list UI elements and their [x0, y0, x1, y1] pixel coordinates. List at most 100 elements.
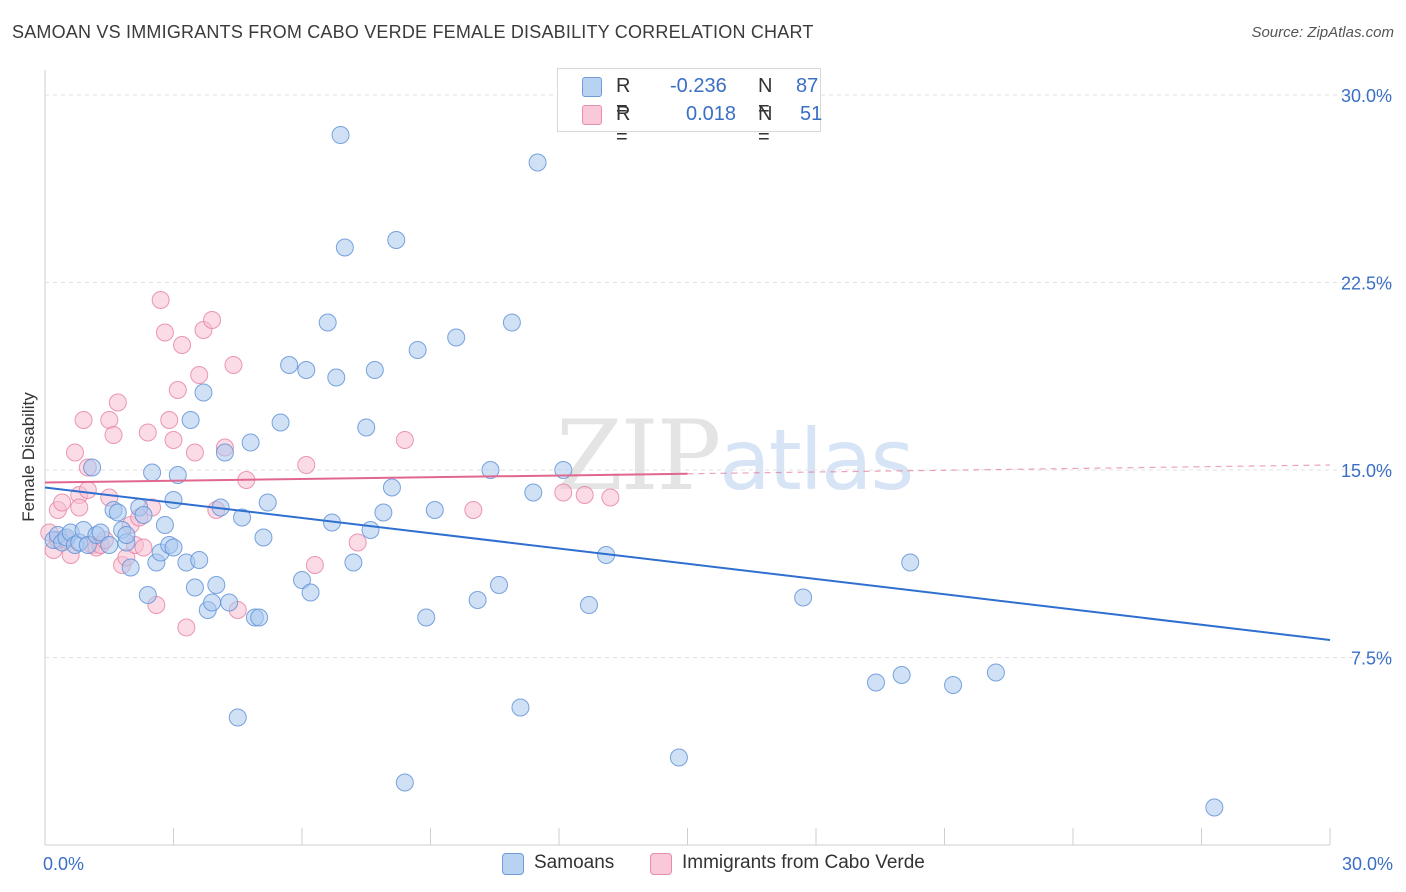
samoans-point	[121, 558, 140, 577]
samoans-point	[511, 698, 530, 717]
cabo-verde-point	[74, 411, 93, 429]
y-axis-label: Female Disability	[19, 392, 38, 522]
samoans-point	[168, 466, 187, 484]
samoans-point	[258, 493, 277, 512]
cabo-verde-point	[65, 443, 84, 462]
samoans-point	[331, 126, 350, 144]
samoans-point	[271, 413, 290, 432]
samoans-point	[297, 361, 316, 379]
samoans-point	[220, 593, 239, 612]
n-label: N =	[758, 103, 773, 148]
n-value: 87	[796, 75, 819, 97]
samoans-point	[194, 383, 213, 402]
n-label: N =	[758, 75, 773, 120]
samoans-point	[986, 663, 1005, 682]
cabo-verde-point	[297, 456, 316, 474]
samoans-point	[866, 673, 885, 692]
samoans-point	[382, 478, 401, 497]
cabo-verde-point	[100, 411, 119, 429]
samoans-point	[301, 583, 320, 602]
samoans-swatch	[582, 77, 602, 97]
samoans-point	[524, 483, 543, 502]
samoans-point	[164, 491, 183, 509]
cabo-verde-point	[464, 501, 483, 519]
samoans-point	[481, 461, 500, 479]
samoans-point	[1205, 798, 1224, 817]
samoans-point	[254, 528, 273, 547]
samoans-point	[554, 461, 573, 479]
samoans-point	[91, 523, 110, 542]
samoans-trend-line	[44, 486, 1331, 641]
y-tick-label: 15.0%	[1341, 461, 1392, 481]
samoans-point	[233, 508, 252, 527]
samoans-point	[138, 586, 157, 604]
samoans-point	[417, 608, 436, 627]
cabo-verde-point	[575, 486, 594, 504]
cabo-verde-point	[108, 393, 127, 412]
n-value: 51	[800, 103, 823, 125]
x-tick-label-max: 30.0%	[1342, 854, 1393, 874]
samoans-point	[185, 578, 204, 597]
samoans-point	[468, 591, 487, 609]
cabo-verde-point	[151, 291, 170, 309]
samoans-point	[335, 238, 354, 257]
samoans-point	[207, 576, 226, 594]
r-label: R =	[616, 103, 631, 148]
samoans-point	[395, 773, 414, 792]
cabo-verde-point	[185, 443, 204, 462]
cabo-verde-point	[53, 493, 72, 512]
samoans-point	[181, 411, 200, 429]
source-label: Source: ZipAtlas.com	[1251, 24, 1394, 41]
samoans-legend-label: Samoans	[534, 852, 615, 873]
watermark-atlas: atlas	[719, 411, 914, 509]
cabo-verde-point	[554, 483, 573, 502]
samoans-point	[241, 433, 260, 452]
samoans-point	[794, 588, 813, 607]
x-tick-label-min: 0.0%	[43, 854, 84, 874]
samoans-point	[164, 538, 183, 557]
y-tick-label: 22.5%	[1341, 274, 1392, 294]
cabo-verde-legend-swatch	[650, 853, 672, 875]
y-tick-label: 7.5%	[1351, 649, 1392, 669]
samoans-point	[502, 313, 521, 332]
samoans-point	[108, 503, 127, 522]
samoans-point	[361, 521, 380, 539]
cabo-verde-point	[601, 488, 620, 507]
samoans-point	[669, 748, 688, 767]
samoans-point	[134, 506, 153, 524]
samoans-point	[344, 553, 363, 572]
cabo-verde-point	[348, 533, 367, 552]
cabo-verde-point	[164, 431, 183, 449]
samoans-point	[408, 341, 427, 359]
samoans-point	[490, 576, 509, 594]
cabo-verde-point	[104, 426, 123, 444]
cabo-verde-trend-extension	[687, 464, 1331, 475]
samoans-point	[215, 443, 234, 462]
samoans-legend-swatch	[502, 853, 524, 875]
samoans-point	[892, 666, 911, 684]
samoans-point	[357, 418, 376, 437]
cabo-verde-swatch	[582, 105, 602, 125]
r-value: 0.018	[686, 103, 737, 125]
cabo-verde-point	[177, 618, 196, 637]
samoans-point	[374, 503, 393, 522]
samoans-point	[117, 526, 136, 544]
cabo-verde-point	[395, 431, 414, 449]
samoans-point	[365, 361, 384, 379]
cabo-verde-point	[224, 356, 243, 374]
samoans-point	[100, 536, 119, 554]
samoans-point	[318, 313, 337, 332]
cabo-verde-point	[70, 498, 89, 517]
cabo-verde-point	[155, 323, 174, 342]
cabo-verde-point	[160, 411, 179, 429]
r-label: R =	[616, 75, 631, 120]
samoans-point	[528, 153, 547, 172]
samoans-point	[280, 356, 299, 374]
cabo-verde-point	[305, 556, 324, 574]
cabo-verde-point	[168, 381, 187, 399]
samoans-point	[250, 608, 269, 627]
samoans-point	[327, 368, 346, 387]
samoans-point	[293, 571, 311, 589]
cabo-verde-trend-line	[44, 472, 688, 484]
cabo-verde-point	[173, 336, 192, 354]
